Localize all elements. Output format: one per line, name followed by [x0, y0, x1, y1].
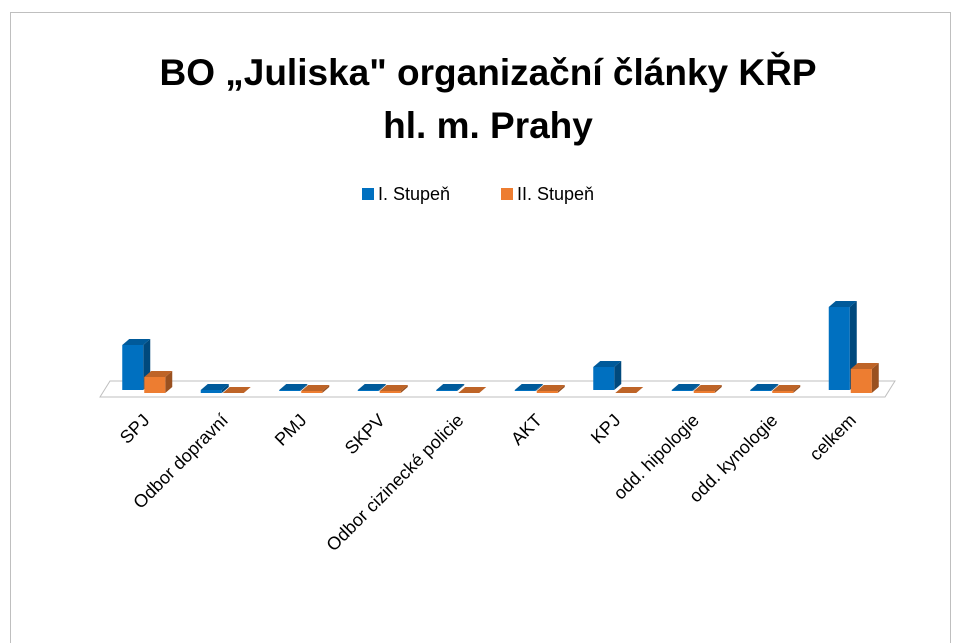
bar-side: [322, 385, 330, 393]
bar-top: [436, 384, 465, 390]
bar: [536, 391, 558, 393]
legend-swatch: [362, 188, 374, 200]
bar-top: [750, 384, 779, 390]
bar: [850, 369, 872, 393]
legend-swatch: [501, 188, 513, 200]
bar-top: [357, 384, 386, 390]
bar-top: [615, 387, 644, 393]
bar-side: [378, 384, 386, 391]
bar: [772, 391, 794, 393]
bar-top: [301, 385, 330, 391]
bar-side: [400, 385, 408, 393]
bar: [828, 307, 850, 390]
bar-side: [457, 384, 465, 391]
legend-label: II. Stupeň: [517, 184, 594, 204]
legend-label: I. Stupeň: [378, 184, 450, 204]
bar: [750, 390, 772, 391]
bar-side: [535, 384, 543, 391]
bar-top: [144, 371, 173, 377]
bar-top: [593, 361, 622, 367]
bar-top: [850, 363, 879, 369]
bar: [379, 391, 401, 393]
bar: [144, 377, 166, 393]
bar-side: [692, 384, 700, 391]
bar-side: [871, 363, 879, 393]
bar-top: [514, 384, 543, 390]
bar: [122, 345, 144, 390]
chart-frame: [10, 12, 951, 643]
bar: [514, 390, 536, 391]
bar: [279, 390, 301, 391]
bar: [436, 390, 458, 391]
bar-top: [536, 385, 565, 391]
bar-side: [793, 385, 801, 393]
bar-side: [165, 371, 173, 393]
chart-title: hl. m. Prahy: [383, 105, 593, 146]
bar: [357, 390, 379, 391]
bar-top: [200, 384, 229, 390]
bar: [593, 367, 615, 390]
bar-side: [771, 384, 779, 391]
bar-side: [300, 384, 308, 391]
bar-top: [828, 301, 857, 307]
bar-side: [557, 385, 565, 393]
bar: [671, 390, 693, 391]
bar-top: [671, 384, 700, 390]
bar-side: [614, 361, 622, 390]
bar-top: [379, 385, 408, 391]
bar-side: [714, 385, 722, 393]
bar: [301, 391, 323, 393]
bar: [200, 390, 222, 393]
bar: [693, 391, 715, 393]
bar-top: [279, 384, 308, 390]
bar-top: [458, 387, 487, 393]
chart-title: BO „Juliska" organizační články KŘP: [159, 51, 816, 93]
bar-top: [122, 339, 151, 345]
bar-top: [693, 385, 722, 391]
bar-top: [772, 385, 801, 391]
bar-side: [221, 384, 229, 393]
bar-top: [222, 387, 251, 393]
